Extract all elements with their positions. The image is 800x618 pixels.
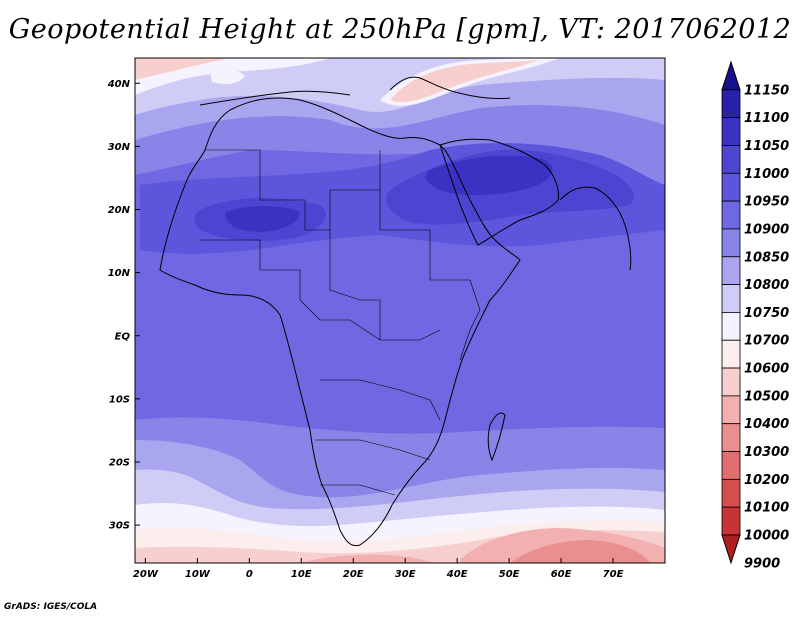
colorbar-swatch: [721, 506, 741, 536]
colorbar-swatch: [721, 117, 741, 146]
colorbar-label: 11000: [744, 167, 789, 182]
border-angola: [320, 379, 441, 421]
colorbar-swatch: [721, 395, 741, 425]
colorbar-swatch: [721, 312, 741, 341]
colorbar-label: 10850: [744, 250, 789, 265]
colorbar-label: 10900: [744, 222, 789, 237]
plot-frame: [134, 57, 666, 564]
lat-tick-label: EQ: [115, 331, 131, 342]
colorbar-label: 9900: [744, 556, 780, 571]
colorbar-swatch: [721, 228, 741, 258]
colorbar-arrow-bottom: [721, 534, 741, 565]
colorbar-swatch: [721, 256, 741, 285]
lon-tick-label: 10W: [185, 569, 211, 580]
colorbar-label: 10700: [744, 334, 789, 349]
colorbar-label: 11050: [744, 139, 789, 154]
lat-tick-label: 40N: [107, 79, 131, 90]
lat-tick-label: 10S: [109, 394, 130, 405]
lat-tick-label: 20N: [108, 205, 131, 216]
colorbar-swatch: [721, 200, 741, 230]
border-congo: [299, 299, 441, 341]
lon-tick-label: 10E: [291, 569, 312, 580]
border-southafrica: [320, 484, 396, 496]
border-eastafrica: [459, 279, 481, 361]
border-central: [329, 230, 381, 340]
colorbar-swatch: [721, 145, 741, 174]
border-sahara: [205, 149, 381, 231]
colorbar-label: 10200: [744, 473, 789, 488]
colorbar-label: 10600: [744, 362, 789, 377]
colorbar-swatch: [721, 367, 741, 397]
lat-tick-label: 30N: [108, 142, 131, 153]
colorbar-swatch: [721, 451, 741, 480]
lat-tick-label: 10N: [108, 268, 131, 279]
colorbar-swatch: [721, 284, 741, 313]
lon-tick-label: 0: [246, 569, 253, 580]
border-sudan: [379, 190, 470, 281]
colorbar-label: 10500: [744, 389, 789, 404]
lon-tick-label: 40E: [446, 569, 468, 580]
border-namibia: [315, 439, 431, 461]
band-11050-sahel: [225, 206, 300, 232]
lon-tick-label: 60E: [551, 569, 572, 580]
grads-credit: GrADS: IGES/COLA: [4, 602, 98, 612]
band-10600-north-west: [135, 58, 230, 80]
lon-tick-label: 20E: [343, 569, 364, 580]
band-10600-north-med: [390, 60, 540, 103]
india-coast: [559, 186, 632, 271]
height-field: [135, 58, 665, 563]
axes: 40N 30N 20N 10N EQ 10S 20S 30S 20W 10W 0 10E 20E 30E 4…: [107, 79, 624, 580]
lon-tick-label: 30E: [395, 569, 416, 580]
colorbar-label: 10300: [744, 445, 789, 460]
lon-tick-label: 20W: [133, 569, 159, 580]
band-10500-south-west: [300, 554, 432, 563]
band-11050-arabia: [425, 155, 553, 196]
turkey-coast: [389, 76, 511, 99]
borders: [200, 149, 481, 496]
colorbar-label: 10950: [744, 195, 789, 210]
madagascar-coast: [487, 412, 506, 462]
mediterranean-north: [199, 90, 351, 106]
band-small-north: [210, 69, 245, 84]
colorbar: 11150 11100 11050 11000 10950 10900 10850 10800…: [721, 60, 789, 571]
colorbar-label: 11100: [744, 111, 789, 126]
colorbar-label: 10100: [744, 501, 789, 516]
band-10400-south: [510, 540, 650, 563]
border-westafrica: [200, 239, 301, 300]
lon-tick-label: 50E: [499, 569, 520, 580]
colorbar-label: 10400: [744, 417, 789, 432]
colorbar-swatch: [721, 423, 741, 452]
colorbar-swatch: [721, 172, 741, 202]
arabia-coast: [439, 138, 559, 246]
lat-tick-label: 20S: [109, 458, 130, 469]
colorbar-swatch: [721, 89, 741, 119]
colorbar-label: 10000: [744, 529, 789, 544]
colorbar-swatch: [721, 339, 741, 369]
colorbar-label: 11150: [744, 83, 789, 98]
coastlines: [159, 76, 632, 547]
colorbar-label: 10800: [744, 278, 789, 293]
colorbar-arrow-top: [721, 60, 741, 91]
map-title: Geopotential Height at 250hPa [gpm], VT:…: [8, 14, 792, 45]
lat-tick-label: 30S: [109, 521, 130, 532]
colorbar-label: 10750: [744, 306, 789, 321]
africa-coast: [159, 97, 521, 547]
lon-tick-label: 70E: [603, 569, 624, 580]
colorbar-swatch: [721, 478, 741, 508]
